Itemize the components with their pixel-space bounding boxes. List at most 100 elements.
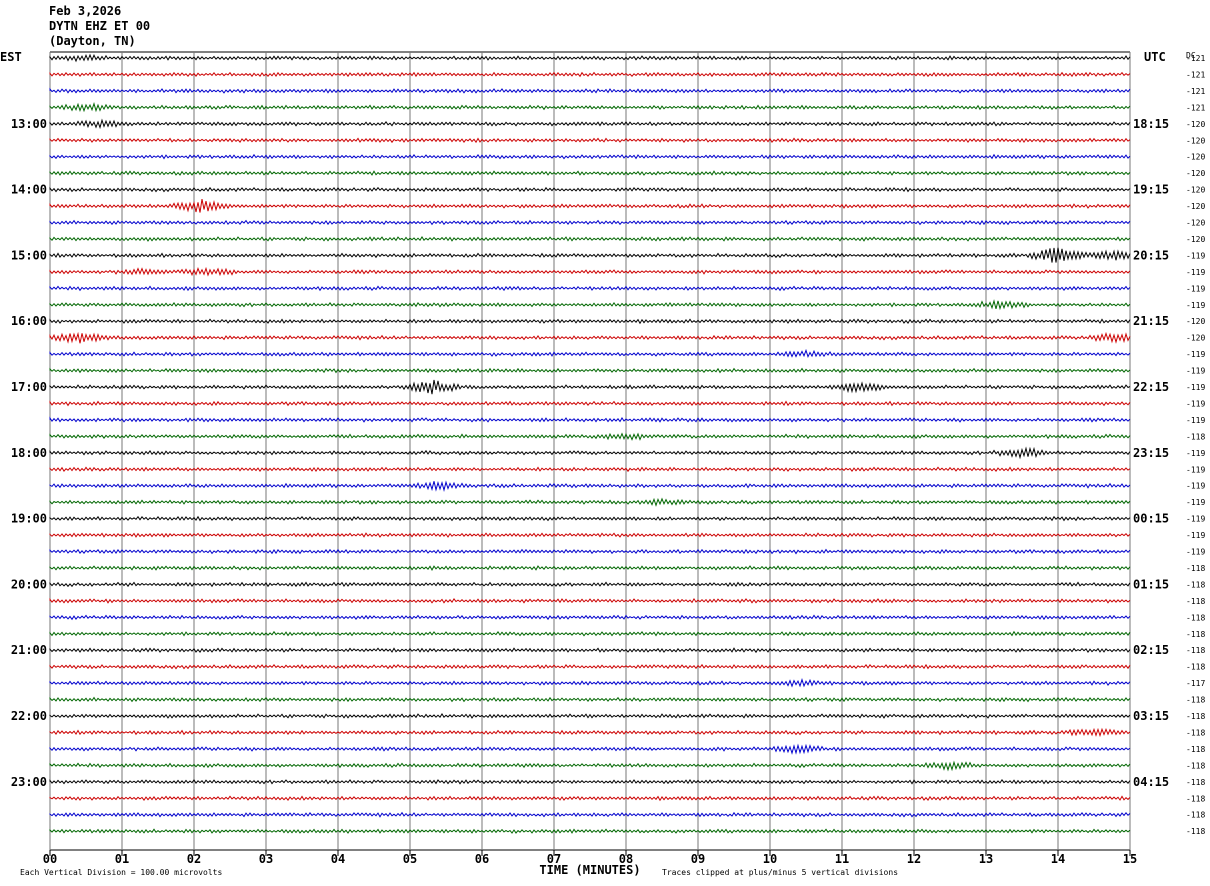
dc-offset-label: -118 [1186, 432, 1205, 441]
seismic-trace [49, 299, 1131, 311]
seismic-trace [49, 186, 1131, 193]
seismic-trace [49, 727, 1131, 738]
hour-label-utc: 00:15 [1133, 512, 1169, 526]
x-tick-label: 05 [403, 852, 417, 866]
hour-label-utc: 19:15 [1133, 183, 1169, 197]
dc-offset-label: -118 [1186, 827, 1205, 836]
hour-label-est: 15:00 [11, 248, 47, 262]
chart-date: Feb 3,2026 [49, 4, 122, 18]
seismic-trace [49, 432, 1131, 441]
hour-label-utc: 18:15 [1133, 117, 1169, 131]
x-tick-label: 12 [907, 852, 921, 866]
hour-label-utc: 20:15 [1133, 248, 1169, 262]
seismic-trace [49, 236, 1131, 242]
x-tick-label: 02 [187, 852, 201, 866]
seismic-trace [49, 778, 1131, 785]
seismic-trace [49, 219, 1131, 226]
dc-offset-label: -120 [1186, 136, 1205, 145]
x-tick-label: 07 [547, 852, 561, 866]
seismic-trace [49, 828, 1131, 834]
dc-offset-label: -117 [1186, 679, 1205, 688]
seismic-trace [49, 379, 1131, 395]
seismic-trace [49, 466, 1131, 473]
dc-offset-label: -119 [1186, 251, 1205, 260]
seismic-trace [49, 743, 1131, 755]
dc-offset-label: -118 [1186, 580, 1205, 589]
dc-offset-label: -118 [1186, 745, 1205, 754]
dc-offset-label: -120 [1186, 235, 1205, 244]
hour-label-utc: 21:15 [1133, 314, 1169, 328]
seismic-trace [49, 565, 1131, 571]
x-axis-title: TIME (MINUTES) [539, 863, 640, 877]
utc-axis-label: UTC [1144, 50, 1166, 64]
dc-header-label: DC [1186, 51, 1196, 60]
seismic-trace [49, 713, 1131, 719]
dc-offset-label: -118 [1186, 728, 1205, 737]
seismic-trace [49, 597, 1131, 604]
dc-offset-label: -118 [1186, 811, 1205, 820]
dc-offset-label: -120 [1186, 169, 1205, 178]
seismic-trace [49, 137, 1131, 144]
hour-label-utc: 23:15 [1133, 446, 1169, 460]
dc-offset-label: -120 [1186, 219, 1205, 228]
hour-label-utc: 04:15 [1133, 775, 1169, 789]
dc-offset-label: -119 [1186, 383, 1205, 392]
vertical-scale-note: Each Vertical Division = 100.00 microvol… [20, 868, 222, 877]
hour-label-utc: 02:15 [1133, 643, 1169, 657]
seismic-trace [49, 760, 1131, 772]
x-tick-label: 00 [43, 852, 57, 866]
dc-offset-label: -121 [1186, 87, 1205, 96]
dc-offset-label: -121 [1186, 54, 1205, 63]
dc-offset-label: -121 [1186, 70, 1205, 79]
dc-offset-label: -118 [1186, 712, 1205, 721]
seismic-trace [49, 647, 1131, 654]
hour-label-utc: 01:15 [1133, 577, 1169, 591]
clipping-note: Traces clipped at plus/minus 5 vertical … [662, 868, 898, 877]
seismic-trace [49, 400, 1131, 407]
x-tick-label: 11 [835, 852, 849, 866]
seismic-trace [49, 348, 1131, 359]
seismic-trace [49, 515, 1131, 522]
x-tick-label: 06 [475, 852, 489, 866]
station-name: DYTN EHZ ET 00 [49, 19, 151, 33]
dc-offset-label: -119 [1186, 350, 1205, 359]
x-tick-label: 03 [259, 852, 273, 866]
seismic-trace [49, 581, 1131, 588]
seismic-trace [49, 696, 1131, 703]
hour-label-est: 20:00 [11, 577, 47, 591]
dc-offset-label: -119 [1186, 498, 1205, 507]
seismic-trace [49, 416, 1131, 423]
seismic-trace [49, 285, 1131, 292]
seismic-trace [49, 170, 1131, 176]
seismic-trace [49, 318, 1131, 325]
seismic-trace [49, 53, 1131, 63]
seismic-trace [49, 367, 1131, 374]
hour-label-est: 23:00 [11, 775, 47, 789]
seismic-trace [49, 548, 1131, 555]
dc-offset-label: -120 [1186, 153, 1205, 162]
seismic-trace [49, 811, 1131, 818]
dc-offset-label: -119 [1186, 515, 1205, 524]
dc-offset-label: -119 [1186, 367, 1205, 376]
dc-offset-label: -120 [1186, 186, 1205, 195]
dc-offset-label: -118 [1186, 761, 1205, 770]
dc-offset-label: -119 [1186, 416, 1205, 425]
est-axis-label: EST [0, 50, 22, 64]
seismic-trace [49, 497, 1131, 507]
seismic-trace [49, 331, 1131, 344]
seismic-trace [49, 630, 1131, 637]
dc-offset-label: -119 [1186, 268, 1205, 277]
dc-offset-label: -119 [1186, 548, 1205, 557]
x-tick-label: 13 [979, 852, 993, 866]
seismic-trace [49, 480, 1131, 492]
x-tick-label: 10 [763, 852, 777, 866]
hour-label-utc: 03:15 [1133, 709, 1169, 723]
dc-offset-label: -121 [1186, 103, 1205, 112]
hour-label-est: 19:00 [11, 512, 47, 526]
x-tick-label: 08 [619, 852, 633, 866]
dc-offset-label: -120 [1186, 334, 1205, 343]
seismic-trace [49, 153, 1131, 160]
seismic-trace [49, 663, 1131, 670]
dc-offset-label: -118 [1186, 630, 1205, 639]
dc-offset-label: -120 [1186, 317, 1205, 326]
